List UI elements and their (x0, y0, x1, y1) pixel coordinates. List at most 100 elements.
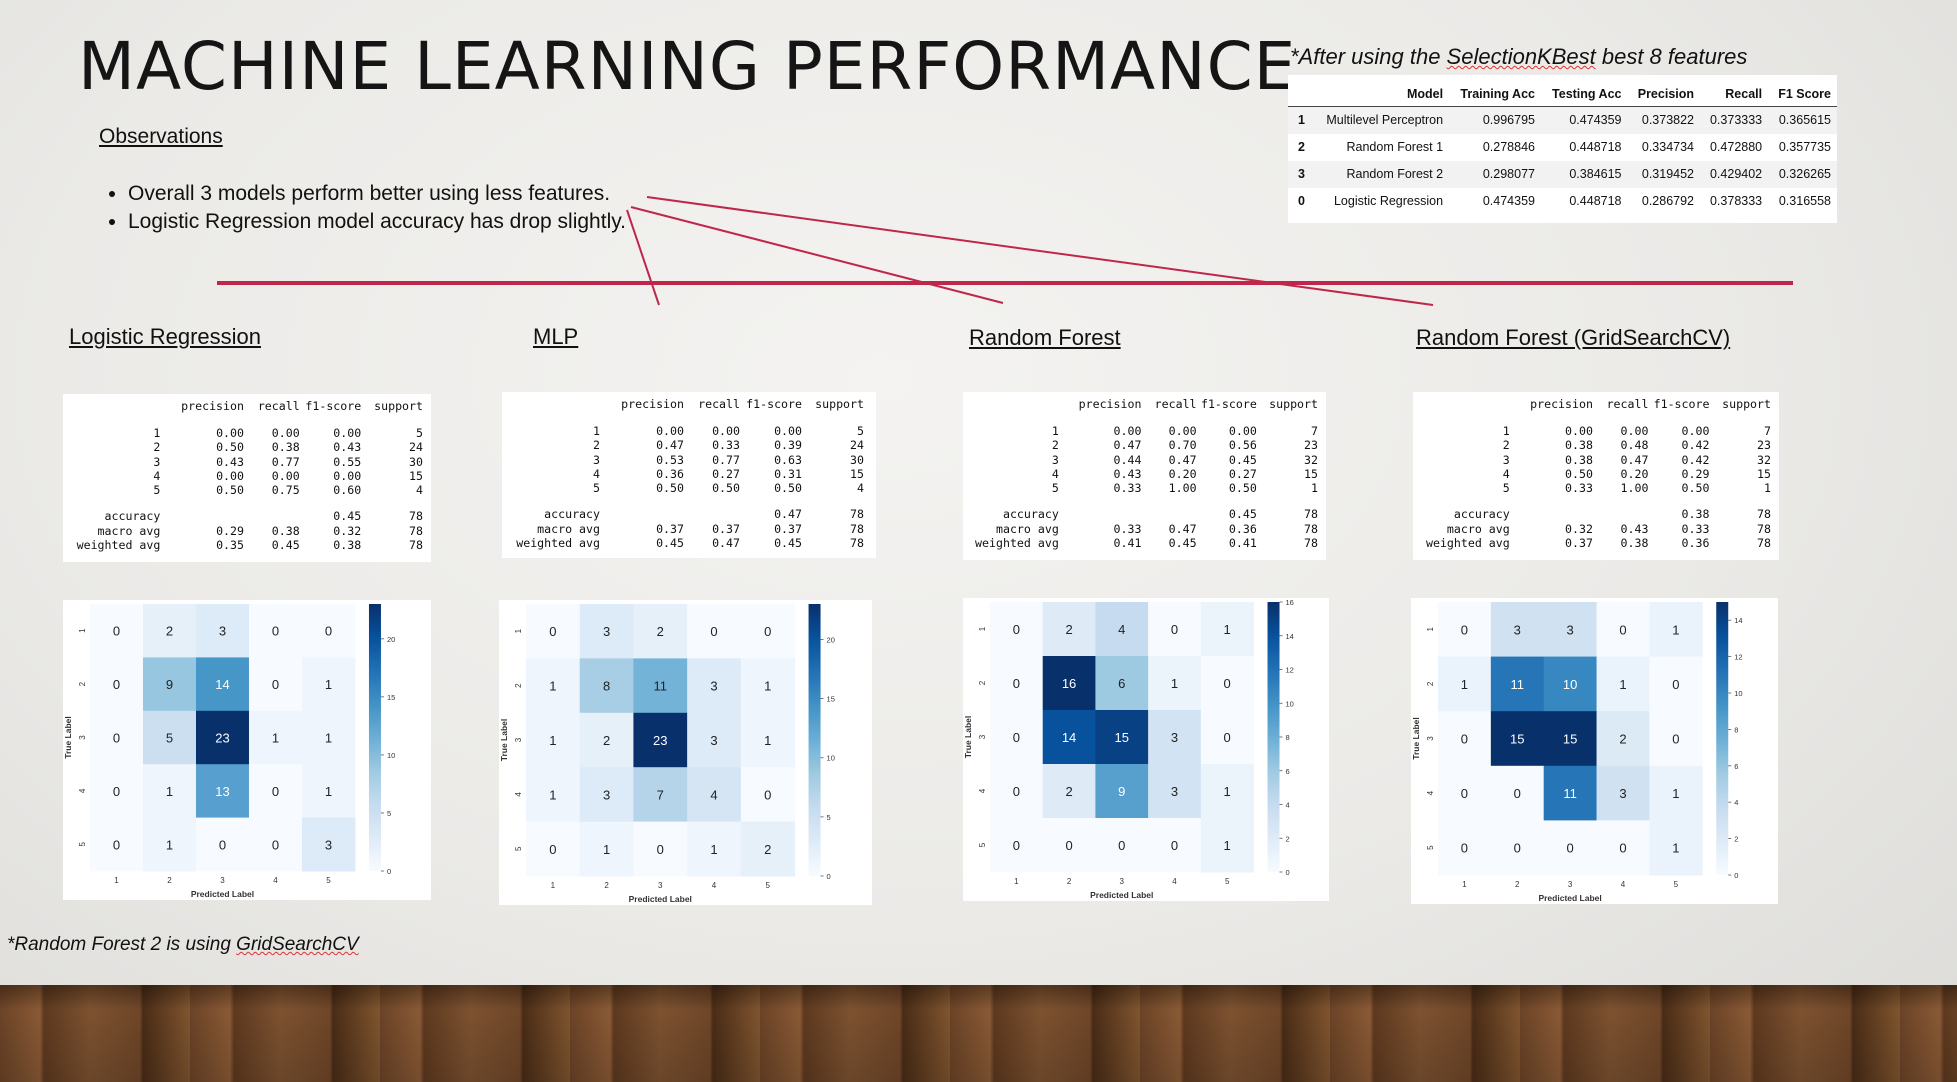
heatmap-cell (1596, 711, 1650, 767)
x-tick-label: 2 (167, 876, 172, 885)
report-value: 0.38 (271, 440, 300, 455)
heatmap-cell (90, 817, 144, 872)
heatmap-cell (579, 821, 634, 877)
x-axis-label: Predicted Label (1538, 893, 1601, 903)
gridsearch-note: *Random Forest 2 is using GridSearchCV (7, 934, 359, 956)
heatmap-cell (633, 658, 688, 714)
report-value: 0.37 (1565, 536, 1593, 551)
heatmap-cell-value: 3 (219, 624, 226, 639)
observations-list: Overall 3 models perform better using le… (100, 180, 626, 236)
x-tick-label: 4 (1621, 880, 1626, 889)
report-value: 0.00 (712, 424, 740, 438)
classification-report: precision recall f1-score support 1 0.00 0.00 0… (502, 392, 876, 558)
summary-cell: 0.326265 (1778, 167, 1831, 181)
report-value: 0.27 (1228, 466, 1257, 481)
report-value: 0.45 (1228, 452, 1257, 467)
heatmap-cell (301, 817, 356, 872)
heatmap-cell-value: 1 (549, 787, 556, 802)
report-value: 78 (1757, 536, 1771, 551)
heatmap-cell-value: 14 (1062, 730, 1076, 745)
heatmap-cell (195, 817, 250, 872)
y-tick-label: 2 (514, 683, 523, 688)
report-header: support (815, 397, 864, 411)
y-tick-label: 4 (78, 788, 87, 793)
report-value: 1.00 (1168, 481, 1197, 496)
heatmap-cell (142, 604, 197, 658)
heatmap-cell (1042, 602, 1096, 657)
report-value: 0.47 (1113, 438, 1142, 453)
report-value: 0.33 (1113, 481, 1142, 496)
panel-title: Random Forest (GridSearchCV) (1416, 325, 1731, 350)
report-value: 23 (1757, 438, 1771, 453)
pointer-line (626, 209, 660, 306)
confusion-matrix: 0 2 4 0 1 0 16 6 1 0 0 14 15 3 0 0 2 9 3 1 0 0 0 0 1 1 1 2 2 3 3 4 4 5 5 Pr… (963, 598, 1329, 901)
heatmap-cell-value: 0 (272, 837, 279, 852)
panel-title: MLP (533, 324, 579, 349)
heatmap-cell (579, 604, 634, 659)
report-value: 0.32 (1565, 521, 1593, 536)
heatmap-cell-value: 0 (1672, 732, 1679, 747)
colorbar-tick-label: 5 (387, 809, 391, 818)
heatmap-cell-value: 1 (1224, 784, 1231, 799)
report-value (1059, 507, 1142, 521)
report-spacer (1421, 412, 1771, 424)
colorbar-tick-label: 0 (387, 867, 391, 876)
report-value (1593, 507, 1648, 521)
heatmap-cell-value: 0 (272, 677, 279, 692)
heatmap-cell (1148, 602, 1202, 657)
report-row-label: 3 (153, 454, 161, 469)
report-class-row: 2 0.47 0.70 0.56 23 (971, 438, 1318, 452)
colorbar-tick-label: 0 (1286, 868, 1290, 877)
summary-cell: 0.996795 (1482, 113, 1535, 127)
heatmap-cell-value: 13 (215, 784, 229, 799)
heatmap-cell-value: 3 (710, 733, 717, 748)
report-value: 0.00 (216, 468, 244, 483)
report-value: 0.36 (656, 466, 684, 481)
heatmap-cell-value: 1 (166, 784, 173, 799)
heatmap-cell-value: 2 (1065, 784, 1072, 799)
colorbar-tick-label: 14 (1734, 616, 1742, 625)
summary-col-header: Model (1312, 83, 1450, 107)
heatmap-cell (633, 712, 688, 768)
heatmap-cell (1649, 711, 1703, 767)
report-class-row: 2 0.50 0.38 0.43 24 (71, 440, 423, 454)
summary-row-index: 2 (1298, 140, 1305, 154)
heatmap-cell (1200, 710, 1255, 765)
report-row-label: 4 (1051, 466, 1059, 481)
report-value: 0.00 (1113, 424, 1142, 438)
report-header: precision (621, 397, 684, 411)
heatmap-cell-value: 2 (1065, 622, 1072, 637)
report-value: 78 (850, 536, 864, 551)
report-value: 4 (857, 481, 864, 496)
heatmap-cell (1438, 765, 1492, 821)
heatmap-cell-value: 0 (1013, 676, 1020, 691)
heatmap-cell-value: 1 (325, 731, 332, 746)
report-value: 78 (409, 509, 423, 524)
x-tick-label: 5 (1674, 880, 1679, 889)
report-value: 78 (1304, 536, 1318, 551)
heatmap-cell-value: 2 (603, 733, 610, 748)
x-tick-label: 4 (1172, 877, 1177, 886)
heatmap-cell-value: 4 (1118, 622, 1125, 637)
x-tick-label: 2 (604, 881, 609, 890)
report-value: 15 (1757, 466, 1771, 481)
colorbar-tick-label: 4 (1734, 798, 1738, 807)
report-class-row: 5 0.33 1.00 0.50 1 (971, 481, 1318, 495)
colorbar-tick-label: 14 (1286, 632, 1294, 641)
heatmap-cell-value: 14 (215, 677, 229, 692)
report-summary-row: accuracy 0.38 78 (1421, 507, 1771, 521)
heatmap-cell-value: 16 (1062, 676, 1076, 691)
report-value (244, 509, 300, 523)
heatmap-cell (1095, 602, 1149, 657)
report-value: 0.00 (656, 424, 684, 438)
heatmap-cell-value: 0 (113, 837, 120, 852)
summary-col-header: Training Acc (1449, 83, 1541, 107)
heatmap-cell-value: 15 (1115, 730, 1129, 745)
heatmap-cell (633, 767, 688, 823)
heatmap-cell (1438, 820, 1492, 876)
heatmap-cell (1490, 711, 1545, 767)
report-value: 23 (1304, 438, 1318, 453)
report-value: 0.47 (1168, 452, 1197, 467)
observation-item: Overall 3 models perform better using le… (128, 180, 626, 208)
summary-col-header: Precision (1627, 83, 1701, 107)
